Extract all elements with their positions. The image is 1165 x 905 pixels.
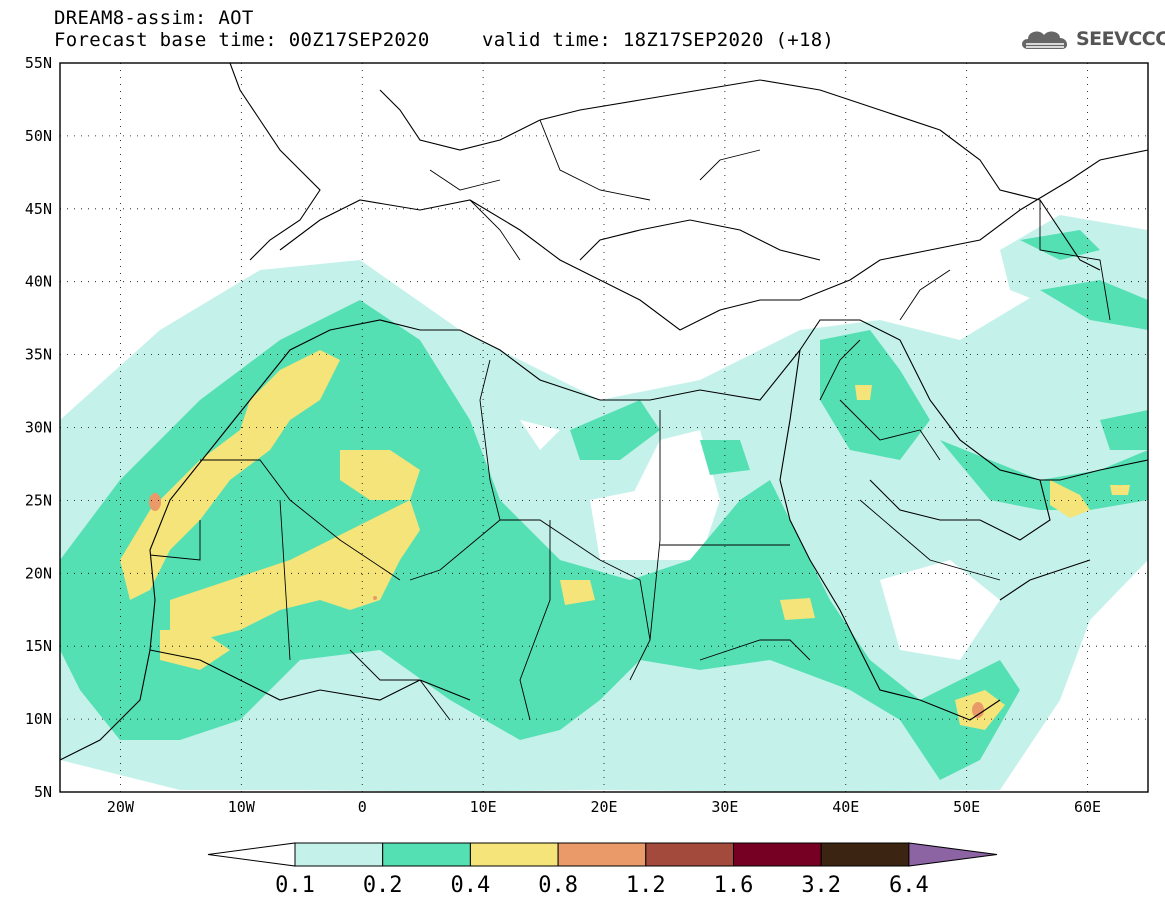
- lat-tick-label: 45N: [25, 200, 52, 218]
- lat-tick-label: 5N: [34, 783, 52, 801]
- colorbar-box: [733, 842, 822, 867]
- lon-tick-label: 20E: [590, 798, 617, 816]
- colorbar-max-triangle: [908, 842, 998, 867]
- lat-tick-label: 25N: [25, 491, 52, 509]
- colorbar-box: [557, 842, 647, 867]
- colorbar-label: 1.6: [714, 873, 754, 898]
- lon-tick-label: 0: [358, 798, 367, 816]
- lat-tick-label: 35N: [25, 346, 52, 364]
- colorbar-min-triangle: [207, 842, 296, 867]
- lon-tick-label: 10W: [228, 798, 256, 816]
- lat-tick-label: 40N: [25, 273, 52, 291]
- lon-tick-label: 60E: [1074, 798, 1101, 816]
- map-frame: [59, 62, 1149, 793]
- base-time-label: Forecast base time: 00Z17SEP2020: [54, 29, 430, 51]
- country-borders: [149, 119, 1111, 721]
- colorbar-label: 0.1: [275, 873, 315, 898]
- map-title: DREAM8-assim: AOT: [54, 7, 254, 29]
- lat-tick-label: 20N: [25, 564, 52, 582]
- graticule: [60, 63, 1148, 792]
- lon-tick-label: 20W: [107, 798, 135, 816]
- lat-tick-label: 10N: [25, 710, 52, 728]
- colorbar-label: 0.8: [538, 873, 578, 898]
- colorbar-box: [820, 842, 910, 867]
- colorbar-box: [469, 842, 559, 867]
- colorbar-label: 0.4: [451, 873, 491, 898]
- logo-text: SEEVCCC: [1076, 28, 1165, 50]
- coastlines: [60, 63, 1148, 761]
- colorbar-label: 1.2: [626, 873, 666, 898]
- latitude-axis: 55N 50N 45N 40N 35N 30N 25N 20N 15N 10N 5N: [25, 54, 52, 801]
- valid-time-label: valid time: 18Z17SEP2020 (+18): [482, 29, 835, 51]
- colorbar-box: [294, 842, 384, 867]
- seevccc-logo: SEEVCCC: [1018, 24, 1165, 54]
- forecast-time-line: Forecast base time: 00Z17SEP2020 valid ti…: [54, 29, 834, 51]
- lon-tick-label: 10E: [470, 798, 497, 816]
- lat-tick-label: 50N: [25, 127, 52, 145]
- colorbar-label: 6.4: [889, 873, 929, 898]
- lon-tick-label: 30E: [711, 798, 738, 816]
- lon-tick-label: 50E: [953, 798, 980, 816]
- cloud-icon: [1022, 31, 1068, 49]
- colorbar-box: [645, 842, 734, 867]
- colorbar-box: [382, 842, 471, 867]
- lat-tick-label: 55N: [25, 54, 52, 72]
- lon-tick-label: 40E: [832, 798, 859, 816]
- longitude-axis: 20W 10W 0 10E 20E 30E 40E 50E 60E: [107, 798, 1101, 816]
- colorbar-label: 3.2: [801, 873, 841, 898]
- lat-tick-label: 15N: [25, 637, 52, 655]
- lat-tick-label: 30N: [25, 419, 52, 437]
- colorbar-label: 0.2: [363, 873, 403, 898]
- aot-fields: [60, 215, 1148, 792]
